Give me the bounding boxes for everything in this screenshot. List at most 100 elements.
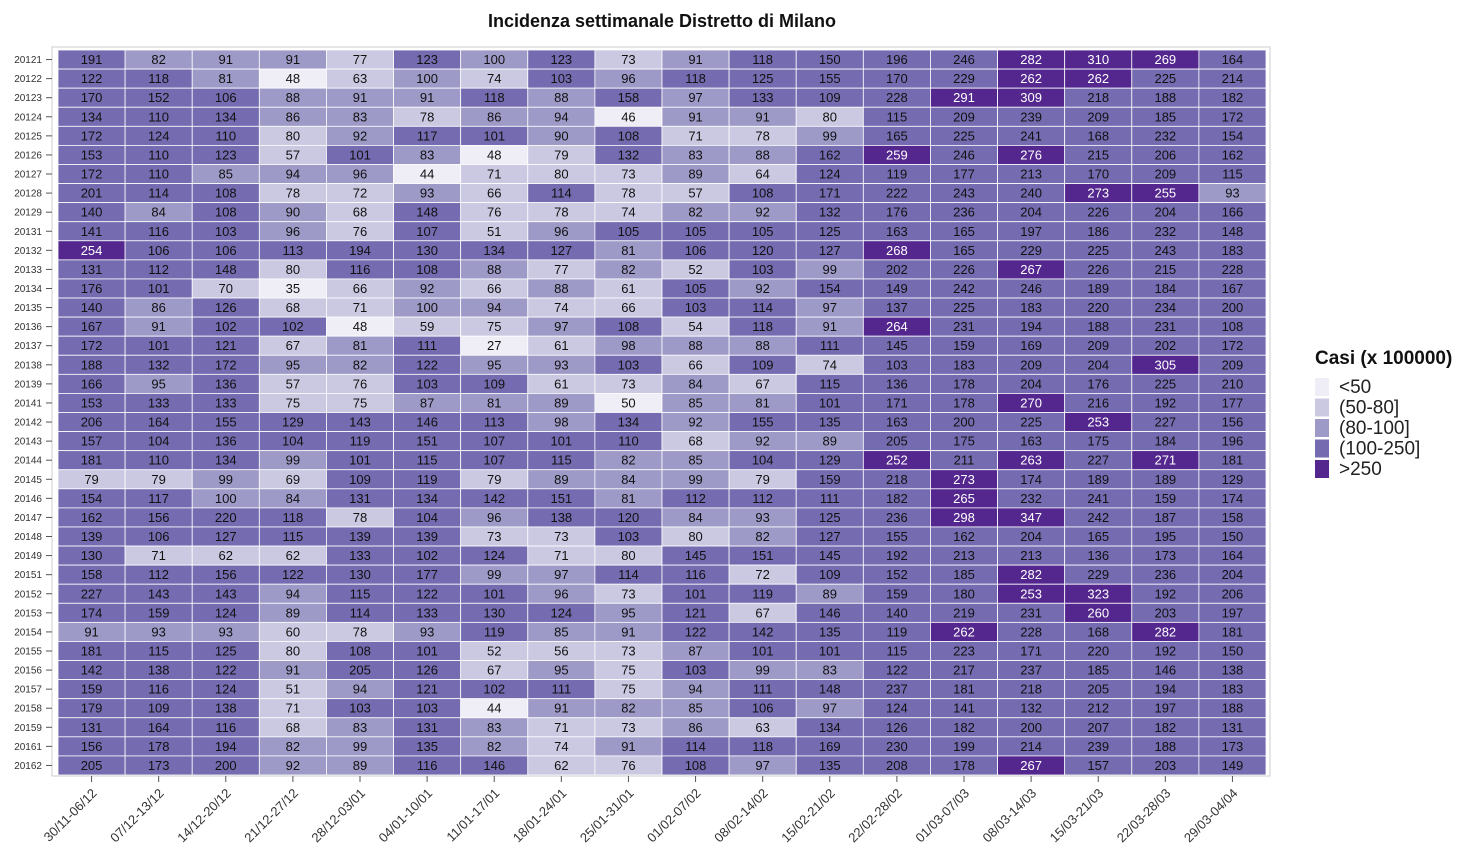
cell-value-label: 78: [755, 128, 769, 143]
cell-value-label: 92: [755, 434, 769, 449]
cell-value-label: 135: [819, 758, 841, 773]
cell-value-label: 125: [215, 643, 237, 658]
cell-value-label: 252: [886, 453, 908, 468]
cell-value-label: 66: [621, 300, 635, 315]
cell-value-label: 108: [752, 186, 774, 201]
cell-value-label: 108: [215, 186, 237, 201]
cell-value-label: 159: [953, 338, 975, 353]
cell-value-label: 172: [81, 128, 103, 143]
cell-value-label: 201: [81, 186, 103, 201]
cell-value-label: 175: [953, 434, 975, 449]
cell-value-label: 118: [148, 71, 169, 86]
cell-value-label: 192: [1154, 395, 1176, 410]
x-tick-label: 22/03-28/03: [1114, 786, 1174, 846]
cell-value-label: 67: [487, 663, 501, 678]
cell-value-label: 254: [81, 243, 103, 258]
cell-value-label: 119: [350, 434, 371, 449]
y-tick-label: 20144: [14, 456, 42, 467]
cell-value-label: 115: [887, 109, 908, 124]
cell-value-label: 227: [1154, 415, 1176, 430]
cell-value-label: 169: [819, 739, 841, 754]
cell-value-label: 103: [685, 300, 707, 315]
cell-value-label: 231: [953, 319, 975, 334]
cell-value-label: 158: [81, 567, 103, 582]
x-tick-label: 08/02-14/02: [711, 786, 771, 846]
cell-value-label: 102: [416, 548, 438, 563]
cell-value-label: 269: [1154, 52, 1176, 67]
cell-value-label: 93: [554, 357, 568, 372]
cell-value-label: 52: [688, 262, 702, 277]
cell-value-label: 66: [353, 281, 367, 296]
cell-value-label: 92: [353, 128, 367, 143]
cell-value-label: 242: [953, 281, 975, 296]
cell-value-label: 104: [752, 453, 774, 468]
cell-value-label: 131: [1222, 720, 1244, 735]
cell-value-label: 94: [286, 167, 300, 182]
cell-value-label: 75: [621, 663, 635, 678]
cell-value-label: 211: [954, 453, 975, 468]
y-axis: 20121 20122 20123 20124 20125 20126 20127 20128…: [14, 55, 52, 772]
cell-value-label: 122: [215, 663, 237, 678]
cell-value-label: 173: [148, 758, 170, 773]
cell-value-label: 130: [483, 605, 505, 620]
y-tick-label: 20153: [14, 608, 42, 619]
x-tick-label: 22/02-28/02: [845, 786, 905, 846]
cell-value-label: 225: [953, 300, 975, 315]
y-tick-label: 20147: [14, 513, 42, 524]
cell-value-label: 107: [483, 434, 505, 449]
cell-value-label: 231: [1154, 319, 1176, 334]
y-tick-label: 20161: [14, 742, 42, 753]
cell-value-label: 177: [416, 567, 438, 582]
cell-value-label: 76: [353, 376, 367, 391]
cell-value-label: 96: [621, 71, 635, 86]
cell-value-label: 105: [685, 281, 707, 296]
y-tick-label: 20131: [14, 227, 42, 238]
cell-value-label: 99: [823, 128, 837, 143]
cell-value-label: 95: [621, 605, 635, 620]
cell-value-label: 135: [819, 624, 841, 639]
cell-value-label: 167: [81, 319, 103, 334]
cell-value-label: 63: [353, 71, 367, 86]
cell-value-label: 164: [1222, 52, 1244, 67]
cell-value-label: 89: [688, 167, 702, 182]
cell-value-label: 115: [1222, 167, 1243, 182]
cell-value-label: 94: [286, 586, 300, 601]
legend-label: >250: [1339, 459, 1382, 480]
x-tick-label: 04/01-10/01: [376, 786, 436, 846]
cell-value-label: 234: [1154, 300, 1176, 315]
cell-value-label: 268: [886, 243, 908, 258]
cell-value-label: 108: [349, 643, 371, 658]
cell-value-label: 86: [151, 300, 165, 315]
cell-value-label: 113: [283, 243, 304, 258]
cell-value-label: 71: [151, 548, 165, 563]
cell-value-label: 148: [215, 262, 237, 277]
cell-value-label: 174: [1222, 491, 1244, 506]
cell-value-label: 347: [1020, 510, 1042, 525]
cell-value-label: 188: [1154, 739, 1176, 754]
cell-value-label: 71: [688, 128, 702, 143]
cell-value-label: 82: [151, 52, 165, 67]
cell-value-label: 157: [1087, 758, 1109, 773]
cell-value-label: 80: [621, 548, 635, 563]
cell-value-label: 253: [1087, 415, 1109, 430]
cell-value-label: 148: [1222, 224, 1244, 239]
cell-value-label: 86: [487, 109, 501, 124]
cell-value-label: 62: [286, 548, 300, 563]
cell-value-label: 189: [1087, 472, 1109, 487]
legend-label: (100-250]: [1339, 439, 1420, 460]
cell-value-label: 176: [1087, 376, 1109, 391]
cell-value-label: 204: [1087, 357, 1109, 372]
cell-value-label: 111: [753, 682, 773, 697]
cell-value-label: 111: [417, 338, 437, 353]
cell-value-label: 89: [823, 586, 837, 601]
cell-value-label: 108: [618, 128, 640, 143]
cell-value-label: 291: [953, 90, 975, 105]
cell-value-label: 171: [886, 395, 908, 410]
cell-value-label: 159: [148, 605, 170, 620]
cell-value-label: 87: [688, 643, 702, 658]
cell-value-label: 205: [886, 434, 908, 449]
cell-value-label: 94: [487, 300, 501, 315]
cell-value-label: 68: [688, 434, 702, 449]
cell-value-label: 126: [886, 720, 908, 735]
cell-value-label: 91: [688, 52, 702, 67]
